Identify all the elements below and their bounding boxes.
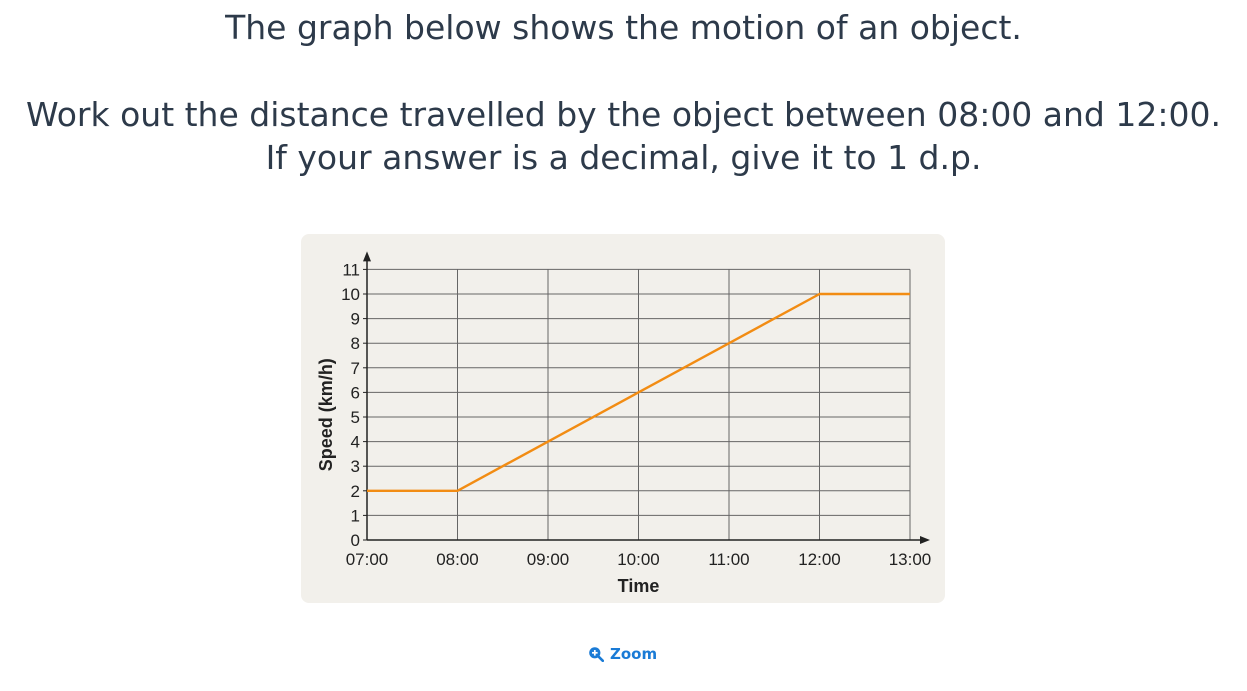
chart-card: 0 1 2 3 4 5 6 7 8 9 10 11 07:00 08:00 09:00 10:00 11:00 1… [301,234,945,603]
y-tick-label-5: 5 [351,408,360,427]
speed-time-graph: 0 1 2 3 4 5 6 7 8 9 10 11 07:00 08:00 09:00 10:00 11:00 1… [316,251,932,596]
y-tick-label-8: 8 [351,334,360,353]
zoom-label: Zoom [610,645,658,663]
y-axis-arrow [363,251,371,262]
zoom-in-icon [589,647,604,662]
x-axis-arrow [920,536,930,544]
question-line-1: The graph below shows the motion of an o… [225,8,1022,47]
x-tick-label-2: 09:00 [527,550,570,569]
x-tick-label-0: 07:00 [346,550,389,569]
y-tick-label-4: 4 [351,433,360,452]
y-tick-label-11: 11 [342,260,360,279]
y-tick-label-7: 7 [351,359,360,378]
x-tick-label-5: 12:00 [798,550,841,569]
question-line-2: Work out the distance travelled by the o… [26,95,1221,134]
y-axis-title: Speed (km/h) [316,358,336,471]
y-tick-label-3: 3 [351,457,360,476]
x-axis-title: Time [618,576,660,596]
x-tick-label-4: 11:00 [708,550,749,569]
y-tick-label-6: 6 [351,383,360,402]
y-tick-label-1: 1 [351,506,360,525]
y-tick-label-10: 10 [341,285,360,304]
zoom-button[interactable]: Zoom [588,642,657,666]
y-tick-label-9: 9 [351,310,360,329]
question-line-3: If your answer is a decimal, give it to … [265,138,982,177]
x-tick-label-3: 10:00 [617,550,660,569]
x-tick-label-1: 08:00 [436,550,479,569]
y-tick-label-2: 2 [351,482,360,501]
x-tick-label-6: 13:00 [889,550,932,569]
series-line-0 [367,292,910,492]
y-tick-label-0: 0 [351,531,360,550]
